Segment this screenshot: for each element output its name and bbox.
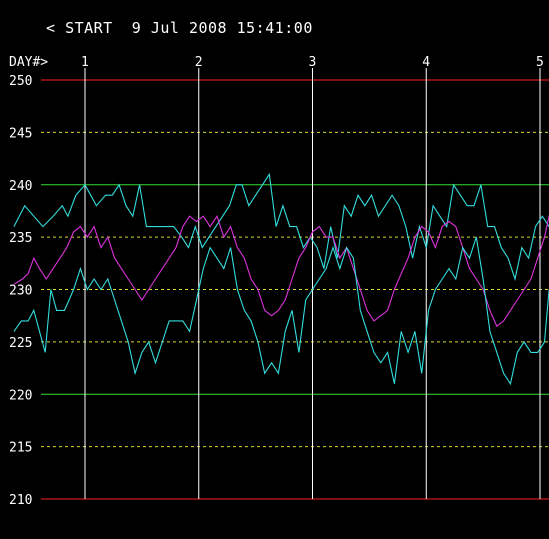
series-line-3 xyxy=(13,236,549,386)
x-tick-label-4: 4 xyxy=(422,55,430,70)
y-tick-label-245: 245 xyxy=(9,126,32,141)
y-tick-label-240: 240 xyxy=(9,179,32,194)
start-datetime: 9 Jul 2008 15:41:00 xyxy=(131,19,313,37)
series-line-1 xyxy=(13,172,549,282)
y-tick-label-220: 220 xyxy=(9,388,32,403)
y-tick-label-225: 225 xyxy=(9,336,32,351)
series-line-2 xyxy=(13,214,549,328)
series-lines xyxy=(13,172,549,386)
back-arrow-button[interactable]: < xyxy=(46,19,56,37)
start-label: START xyxy=(65,19,113,37)
x-tick-label-1: 1 xyxy=(81,55,89,70)
y-tick-label-250: 250 xyxy=(9,74,32,89)
x-axis-label: DAY#> xyxy=(9,55,48,70)
x-tick-label-3: 3 xyxy=(309,55,317,70)
grid-lines xyxy=(41,79,549,500)
y-tick-label-210: 210 xyxy=(9,493,32,508)
y-tick-label-230: 230 xyxy=(9,284,32,299)
y-tick-label-215: 215 xyxy=(9,441,32,456)
chart-header: < START 9 Jul 2008 15:41:00 xyxy=(46,19,313,37)
x-tick-label-2: 2 xyxy=(195,55,203,70)
day-lines xyxy=(84,68,541,499)
y-tick-label-235: 235 xyxy=(9,231,32,246)
axis-labels: DAY#> 1 2 3 4 5 250 245 240 235 230 225 220 215 210 xyxy=(9,55,544,508)
x-tick-label-5: 5 xyxy=(536,55,544,70)
